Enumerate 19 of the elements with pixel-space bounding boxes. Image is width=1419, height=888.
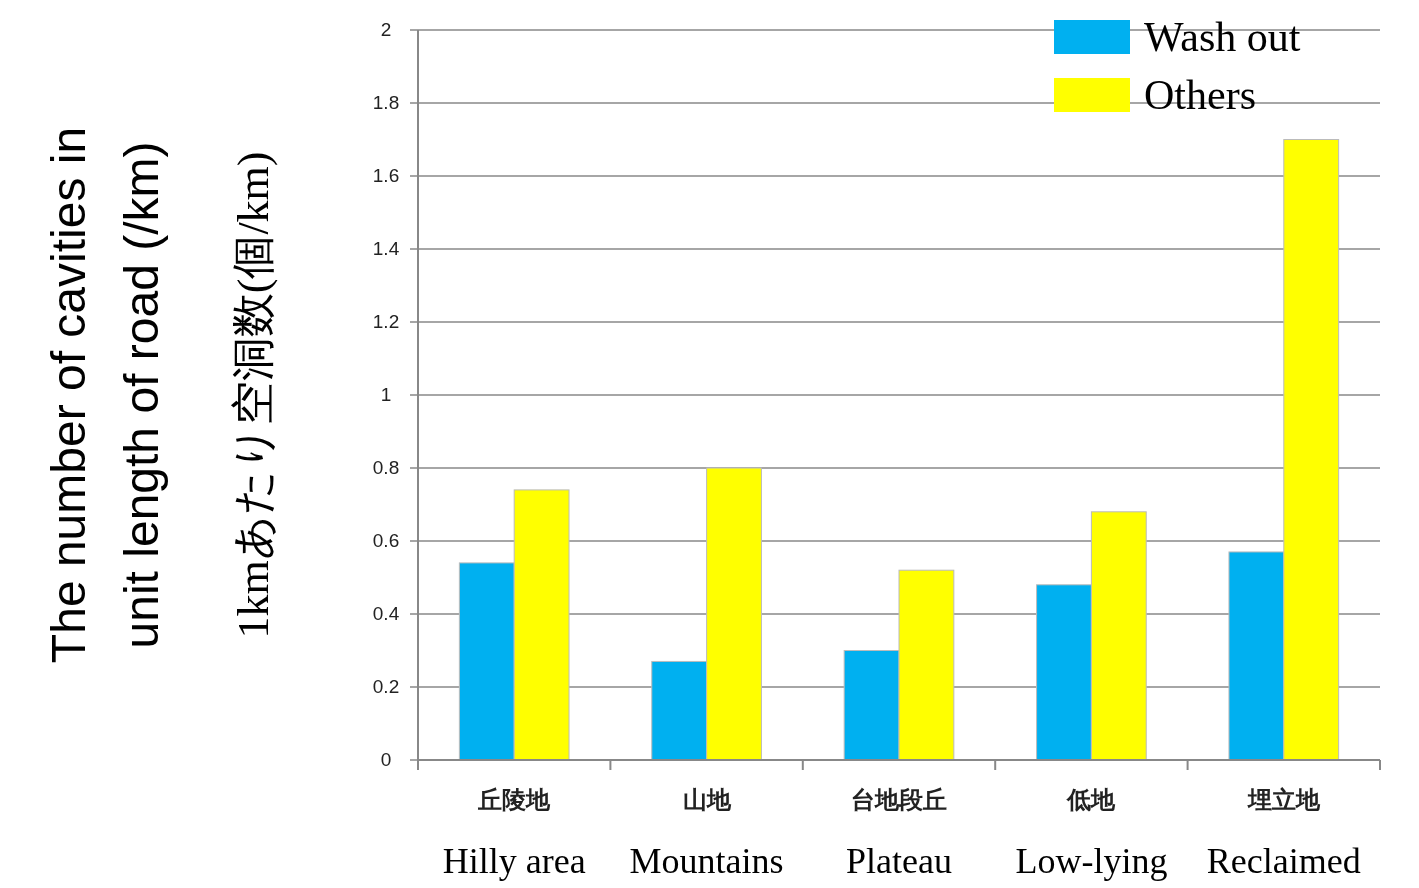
y-tick-label: 1.2	[372, 311, 400, 332]
x-tick-label: 低地 Low-lying	[1015, 786, 1168, 881]
legend-label: Others	[1144, 72, 1256, 118]
y-tick-label: 2	[380, 19, 392, 40]
y-tick-label: 0.4	[372, 603, 400, 624]
y-tick-label: 0	[380, 749, 392, 770]
x-tick-label: 丘陵地 Hilly area	[442, 786, 586, 881]
y-tick-label: 0.6	[372, 530, 400, 551]
y-tick-label: 0.8	[372, 457, 400, 478]
y-tick-label: 1.8	[372, 92, 400, 113]
y-tick-label: 0.2	[372, 676, 400, 697]
x-tick-label: 山地 Mountains	[629, 786, 784, 881]
text: The number of cavities in unit length of road (/km) 1kmあたり空洞数(個/km)	[42, 126, 278, 664]
x-tick-label: 埋立地 Reclaimed	[1206, 786, 1361, 881]
y-tick-label: 1.6	[372, 165, 400, 186]
y-tick-label: 1.4	[372, 238, 400, 259]
x-tick-label: 台地段丘 Plateau	[846, 786, 952, 881]
legend-label: Wash out	[1144, 14, 1301, 60]
y-tick-label: 1	[380, 384, 392, 405]
